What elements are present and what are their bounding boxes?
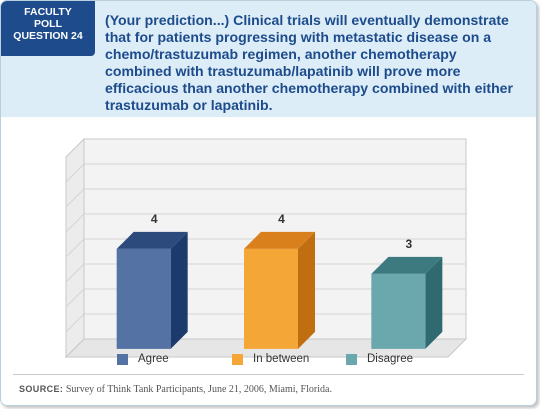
source-text: Survey of Think Tank Participants, June … <box>65 384 332 395</box>
legend-label-0: Agree <box>138 353 169 365</box>
bar-2-front <box>371 273 426 349</box>
badge-line-1: FACULTY <box>24 6 72 18</box>
bar-2-value-label: 3 <box>405 237 412 251</box>
bar-1-top <box>244 231 315 249</box>
footer-divider <box>13 374 524 375</box>
source-note: SOURCE: Survey of Think Tank Participant… <box>19 384 332 395</box>
bar-1-side <box>298 231 315 349</box>
legend-item-0: Agree <box>117 351 169 367</box>
bar-1-value-label: 4 <box>278 212 285 226</box>
bar-0-side <box>170 231 188 349</box>
bar-0-front <box>116 248 171 349</box>
legend-swatch-1 <box>232 353 243 365</box>
question-text: (Your prediction...) Clinical trials wil… <box>105 12 514 113</box>
gridline-side <box>65 238 85 258</box>
legend-label-2: Disagree <box>367 353 414 365</box>
gridline-side <box>65 263 85 283</box>
badge-line-2: POLL <box>34 18 62 30</box>
gridline-side <box>65 213 85 233</box>
bar-chart: 4 4 3 <box>64 137 468 359</box>
bar-2-top <box>371 256 443 274</box>
chart-panel: 4 4 3 <box>11 117 526 374</box>
bar-1-front <box>244 248 298 349</box>
bar-0-value-label: 4 <box>151 212 158 226</box>
gridline-side <box>65 188 85 208</box>
bar-2-side <box>425 256 443 349</box>
legend-swatch-0 <box>117 353 128 365</box>
gridline-side <box>65 313 85 333</box>
faculty-poll-badge: FACULTY POLL QUESTION 24 <box>1 1 95 56</box>
question-header: FACULTY POLL QUESTION 24 (Your predictio… <box>1 1 536 117</box>
gridline-side <box>65 163 85 183</box>
legend-label-1: In between <box>253 353 310 365</box>
gridline-side <box>65 288 85 308</box>
badge-line-3: QUESTION 24 <box>13 30 83 42</box>
legend-item-1: In between <box>232 351 309 367</box>
source-prefix: SOURCE: <box>19 384 64 394</box>
legend-swatch-2 <box>346 353 357 365</box>
bar-0-top <box>116 231 188 249</box>
chart-legend: Agree In between Disagree <box>1 351 536 367</box>
legend-item-2: Disagree <box>346 351 413 367</box>
